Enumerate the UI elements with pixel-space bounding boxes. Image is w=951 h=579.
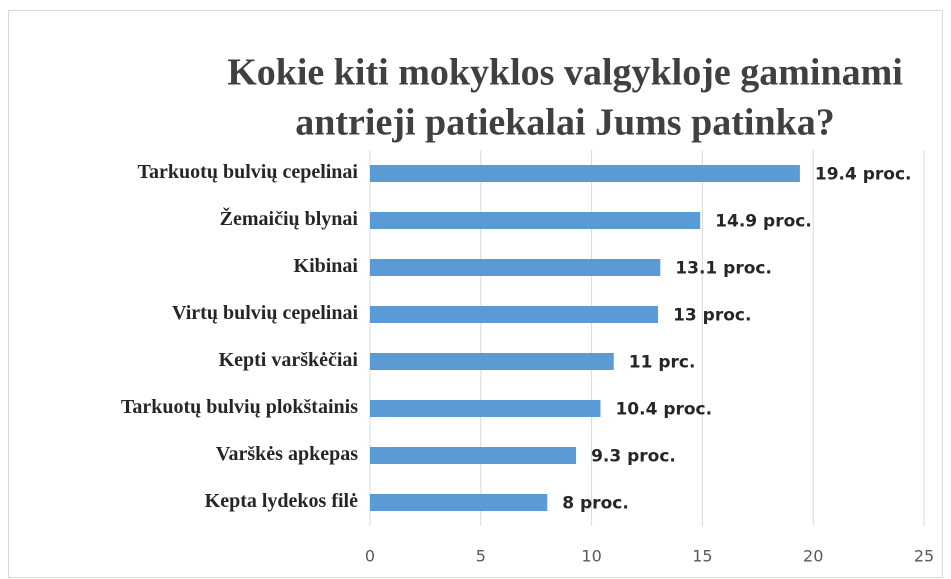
bar: [370, 165, 800, 182]
x-tick-label: 15: [692, 547, 712, 566]
chart-title: Kokie kiti mokyklos valgykloje gaminami: [227, 52, 903, 94]
bar: [370, 212, 701, 229]
y-tick-label: Tarkuotų bulvių cepelinai: [138, 161, 359, 183]
data-label: 13.1 proc.: [675, 259, 772, 279]
x-tick-label: 10: [581, 547, 601, 566]
bar: [370, 259, 661, 276]
data-label: 10.4 proc.: [615, 400, 712, 420]
data-label: 11 prc.: [629, 353, 696, 373]
data-label: 13 proc.: [673, 306, 751, 326]
y-tick-label: Kepti varškėčiai: [219, 349, 359, 371]
bar: [370, 494, 548, 511]
y-tick-label: Kibinai: [294, 255, 359, 277]
bar: [370, 306, 659, 323]
data-label: 9.3 proc.: [591, 447, 676, 467]
bar: [370, 400, 601, 417]
data-label: 19.4 proc.: [815, 165, 912, 185]
y-tick-label: Žemaičių blynai: [220, 206, 359, 230]
data-label: 14.9 proc.: [715, 212, 812, 232]
x-tick-label: 25: [914, 547, 934, 566]
x-tick-label: 0: [365, 547, 375, 566]
data-label: 8 proc.: [562, 494, 629, 514]
chart-border: [8, 10, 943, 578]
y-tick-label: Virtų bulvių cepelinai: [172, 302, 358, 324]
y-tick-label: Varškės apkepas: [216, 443, 358, 465]
x-tick-label: 20: [803, 547, 823, 566]
x-tick-label: 5: [476, 547, 486, 566]
y-tick-label: Tarkuotų bulvių plokštainis: [121, 396, 358, 418]
y-tick-label: Kepta lydekos filė: [205, 490, 358, 512]
chart-title: antrieji patiekalai Jums patinka?: [295, 102, 834, 144]
bar: [370, 353, 614, 370]
bar: [370, 447, 577, 464]
